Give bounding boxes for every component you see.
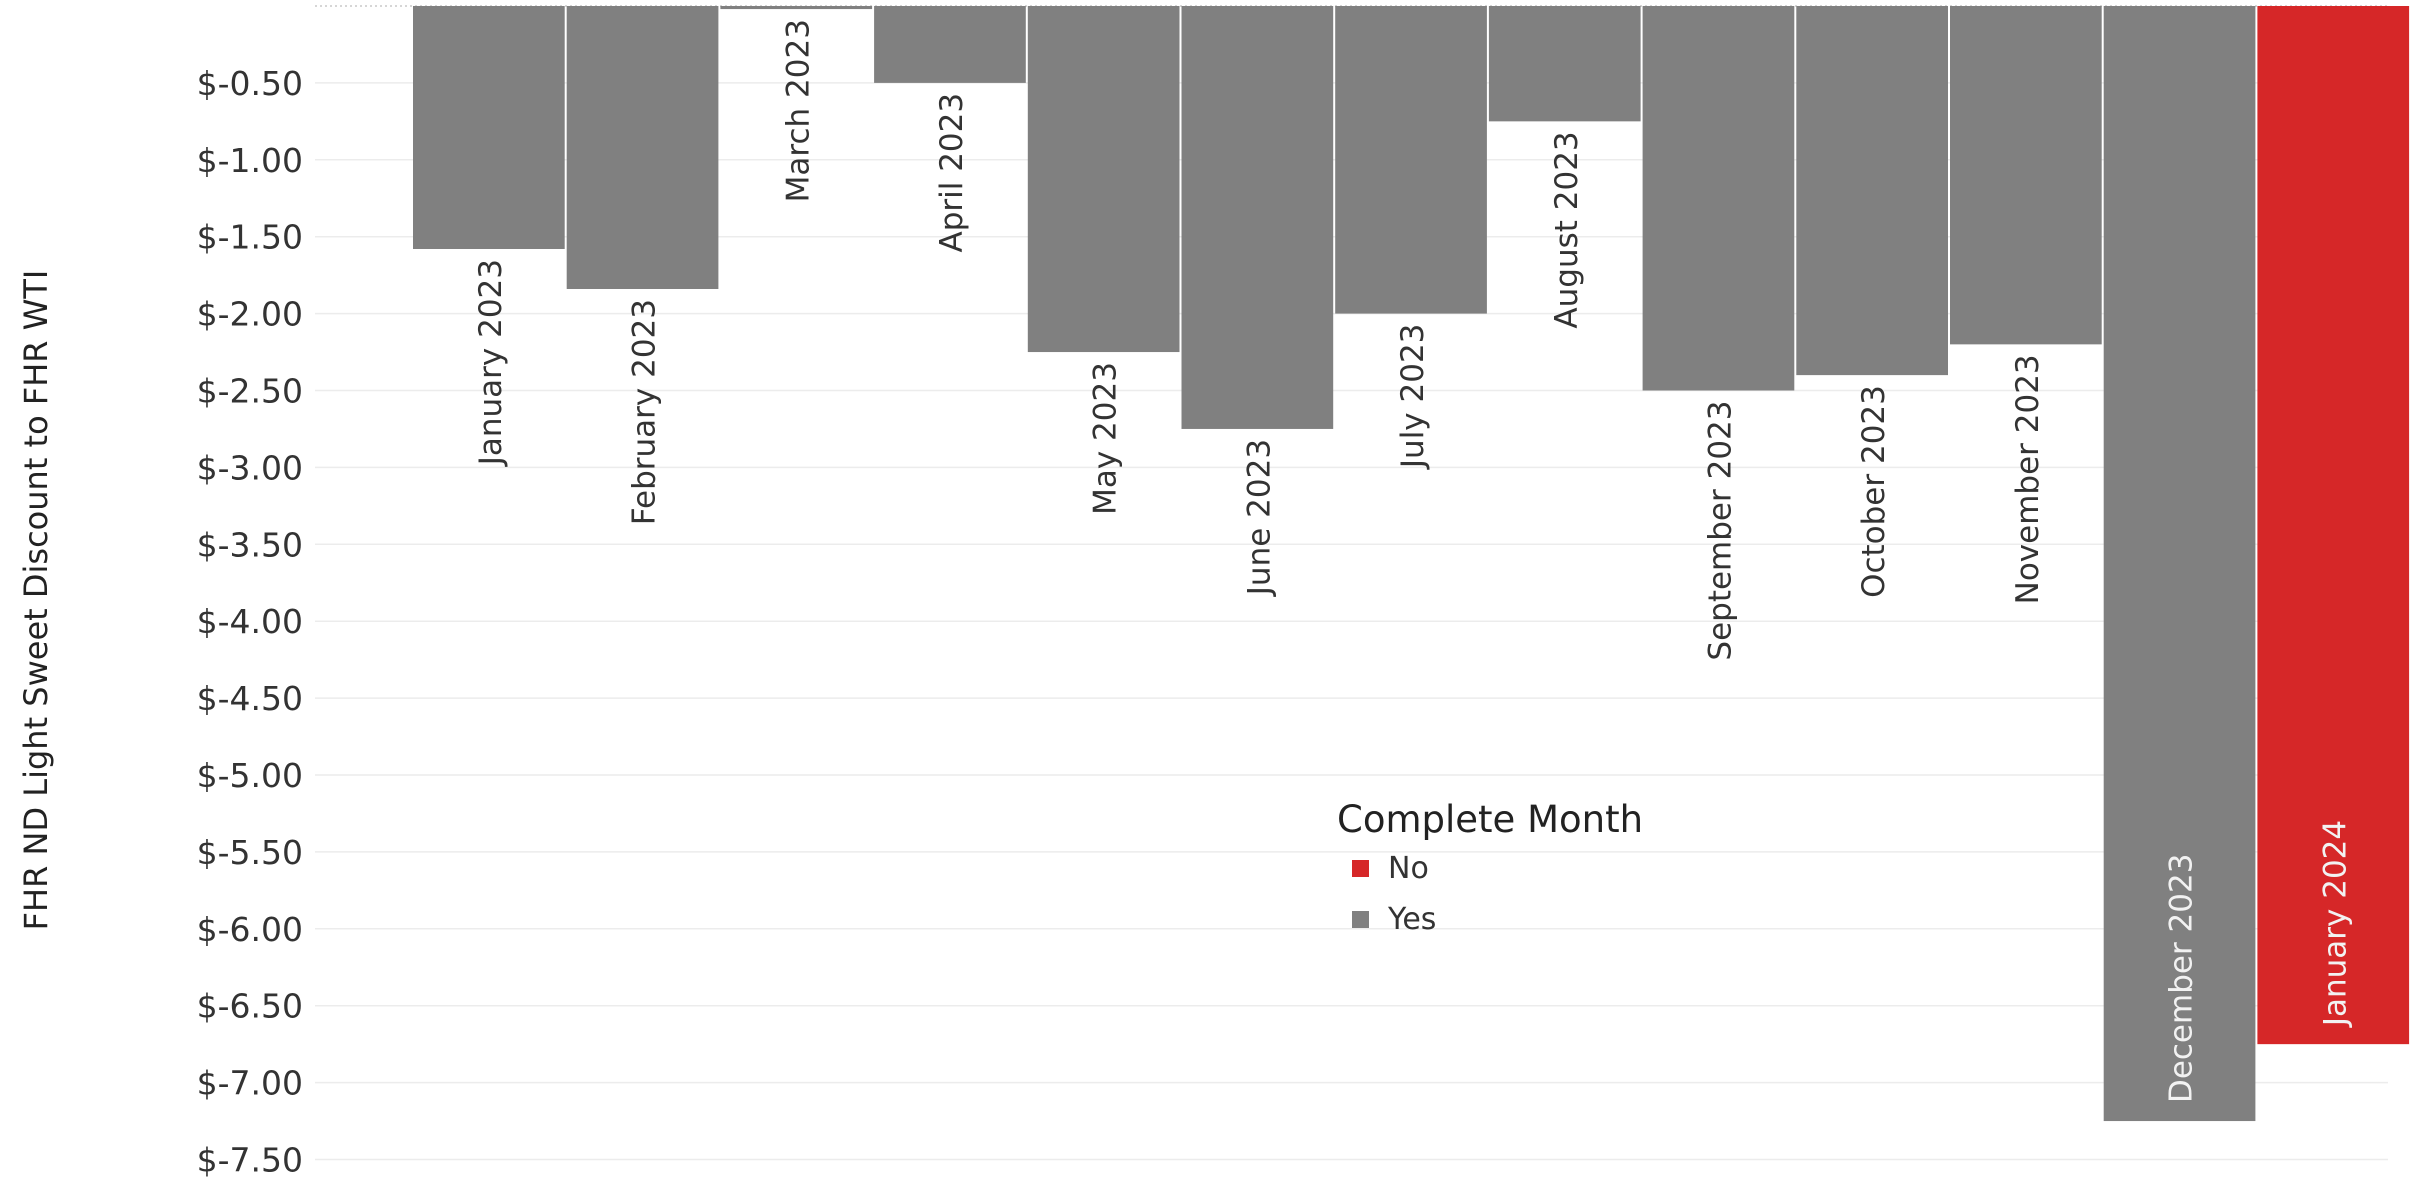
bar-label: October 2023 xyxy=(1856,385,1892,598)
legend-swatch xyxy=(1352,860,1369,877)
legend-swatch xyxy=(1352,911,1369,928)
legend: Complete Month No Yes xyxy=(1337,798,1643,937)
bar xyxy=(1950,6,2102,344)
y-axis: $-0.50 $-1.00 $-1.50 $-2.00 $-2.50 $-3.00 $-3.… xyxy=(197,64,303,1180)
y-tick-label: $-5.00 xyxy=(197,756,303,795)
bar xyxy=(1489,6,1641,121)
y-tick-label: $-1.00 xyxy=(197,141,303,180)
bar-label: August 2023 xyxy=(1549,131,1585,328)
bar-label: June 2023 xyxy=(1241,439,1277,597)
bar-label: February 2023 xyxy=(627,299,663,525)
y-tick-label: $-2.50 xyxy=(197,372,303,411)
bars xyxy=(413,6,2409,1121)
y-tick-label: $-7.00 xyxy=(197,1064,303,1103)
bar-label: May 2023 xyxy=(1088,362,1124,515)
bar-label: April 2023 xyxy=(934,93,970,253)
bar-label: December 2023 xyxy=(2164,854,2200,1104)
y-tick-label: $-4.50 xyxy=(197,679,303,718)
bar xyxy=(1028,6,1180,352)
bar xyxy=(567,6,719,289)
legend-title: Complete Month xyxy=(1337,798,1643,841)
y-tick-label: $-5.50 xyxy=(197,833,303,872)
legend-label: No xyxy=(1388,851,1429,886)
y-tick-label: $-0.50 xyxy=(197,64,303,103)
bar-label: January 2024 xyxy=(2317,820,2353,1028)
bar xyxy=(720,6,872,9)
y-tick-label: $-2.00 xyxy=(197,295,303,334)
y-tick-label: $-3.00 xyxy=(197,448,303,487)
bar xyxy=(874,6,1026,83)
bar-label: March 2023 xyxy=(780,19,816,202)
y-tick-label: $-6.50 xyxy=(197,987,303,1026)
y-tick-label: $-1.50 xyxy=(197,218,303,257)
bar xyxy=(1796,6,1948,375)
bar-label: November 2023 xyxy=(2010,354,2046,604)
y-tick-label: $-4.00 xyxy=(197,602,303,641)
y-tick-label: $-7.50 xyxy=(197,1141,303,1180)
bar xyxy=(413,6,565,249)
bar-label: September 2023 xyxy=(1702,401,1738,661)
bar xyxy=(1182,6,1334,429)
y-axis-label: FHR ND Light Sweet Discount to FHR WTI xyxy=(17,270,55,931)
y-tick-label: $-3.50 xyxy=(197,525,303,564)
legend-label: Yes xyxy=(1387,902,1436,937)
bar xyxy=(1643,6,1795,391)
bar-label: July 2023 xyxy=(1395,324,1431,471)
y-tick-label: $-6.00 xyxy=(197,910,303,949)
bar xyxy=(1335,6,1487,314)
bar-label: January 2023 xyxy=(473,259,509,467)
